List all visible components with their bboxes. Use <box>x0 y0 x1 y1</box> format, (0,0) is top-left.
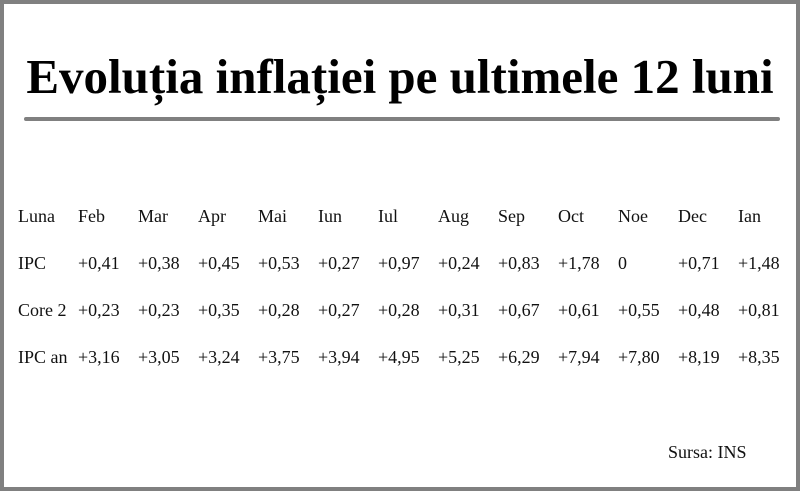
table-cell: +0,71 <box>678 253 720 273</box>
table-cell: +0,53 <box>258 253 300 273</box>
table-cell: +0,55 <box>618 300 660 320</box>
table-cell: +3,24 <box>198 347 240 367</box>
table-cell: +1,78 <box>558 253 600 273</box>
table-cell: +7,80 <box>618 347 660 367</box>
table-cell: +0,61 <box>558 300 600 320</box>
table-cell: +0,38 <box>138 253 180 273</box>
column-header: Iul <box>378 206 398 226</box>
table-cell: +0,31 <box>438 300 480 320</box>
row-label: IPC an <box>18 347 68 367</box>
table-cell: 0 <box>618 253 627 273</box>
table-cell: +0,45 <box>198 253 240 273</box>
table-cell: +0,48 <box>678 300 720 320</box>
column-header: Apr <box>198 206 226 226</box>
column-header: Luna <box>18 206 55 226</box>
table-cell: +0,81 <box>738 300 780 320</box>
source: Sursa: INS <box>668 442 747 462</box>
table-cell: +3,05 <box>138 347 180 367</box>
column-header: Oct <box>558 206 584 226</box>
column-header: Feb <box>78 206 105 226</box>
column-header: Dec <box>678 206 707 226</box>
column-header: Ian <box>738 206 761 226</box>
table-cell: +8,19 <box>678 347 720 367</box>
column-header: Iun <box>318 206 342 226</box>
table-cell: +0,35 <box>198 300 240 320</box>
table-cell: +5,25 <box>438 347 480 367</box>
table-cell: +0,27 <box>318 300 360 320</box>
table-cell: +0,27 <box>318 253 360 273</box>
table-cell: +0,83 <box>498 253 540 273</box>
table-cell: +0,23 <box>78 300 120 320</box>
table-cell: +7,94 <box>558 347 600 367</box>
column-header: Mar <box>138 206 168 226</box>
table-cell: +3,75 <box>258 347 300 367</box>
table-cell: +0,28 <box>378 300 420 320</box>
table-cell: +6,29 <box>498 347 540 367</box>
table-cell: +0,28 <box>258 300 300 320</box>
table-cell: +0,41 <box>78 253 120 273</box>
table-cell: +3,16 <box>78 347 120 367</box>
title: Evoluția inflației pe ultimele 12 luni <box>26 49 774 104</box>
column-header: Mai <box>258 206 287 226</box>
table-cell: +8,35 <box>738 347 780 367</box>
table-cell: +0,24 <box>438 253 480 273</box>
table-cell: +3,94 <box>318 347 360 367</box>
table-cell: +0,67 <box>498 300 540 320</box>
table-cell: +0,23 <box>138 300 180 320</box>
row-label: IPC <box>18 253 47 273</box>
column-header: Aug <box>438 206 469 226</box>
row-label: Core 2 <box>18 300 67 320</box>
title-rule <box>24 117 780 121</box>
table-cell: +0,97 <box>378 253 420 273</box>
table-cell: +4,95 <box>378 347 420 367</box>
column-header: Sep <box>498 206 525 226</box>
column-header: Noe <box>618 206 648 226</box>
table-cell: +1,48 <box>738 253 780 273</box>
